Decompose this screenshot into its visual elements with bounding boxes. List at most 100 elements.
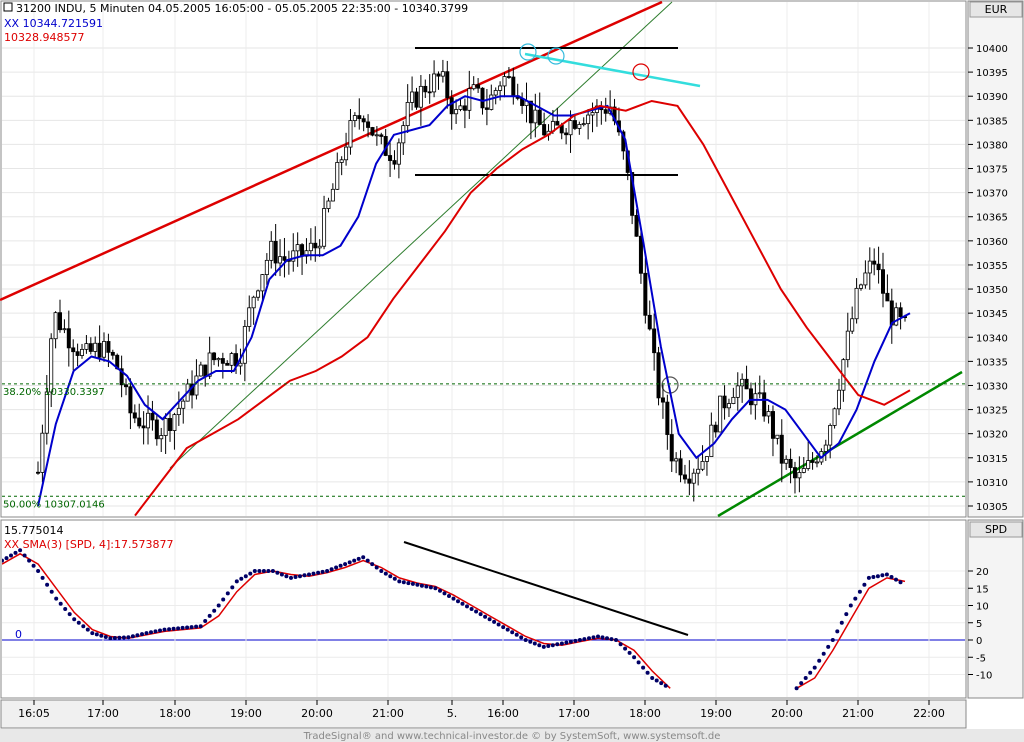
candle-body	[867, 260, 872, 274]
price-tick-label: 10360	[976, 237, 1008, 248]
candle-body	[44, 391, 49, 434]
candle-body	[832, 408, 837, 426]
candle-body	[361, 118, 366, 123]
indicator-dot	[352, 558, 357, 563]
indicator-dot	[632, 655, 637, 660]
indicator-dot	[158, 628, 162, 633]
indicator-dot	[591, 635, 596, 640]
indicator-dot	[866, 575, 871, 580]
indicator-dot	[614, 638, 618, 642]
indicator-dot	[447, 594, 451, 598]
price-tick-label: 10330	[976, 381, 1008, 392]
indicator-dot	[862, 582, 867, 587]
price-tick-label: 10385	[976, 116, 1008, 127]
indicator-dot	[311, 571, 316, 576]
candle-body	[476, 84, 481, 89]
candle-body	[797, 472, 802, 479]
time-axis-labels: 16:05 17:00 18:00 19:00 20:00 21:00 5. 16:00 17:…	[18, 700, 945, 720]
indicator-dot	[18, 548, 23, 553]
candle-body	[150, 412, 155, 421]
candle-body	[810, 460, 815, 463]
indicator-dot	[848, 603, 853, 608]
candle-body	[212, 352, 217, 361]
price-tick-label: 10365	[976, 213, 1008, 224]
indicator-dot	[325, 569, 330, 573]
candle-body	[198, 364, 203, 377]
indicator-dot	[623, 646, 628, 651]
indicator-tick-label: 5	[976, 619, 982, 630]
indicator-dot	[230, 585, 235, 590]
indicator-dot	[573, 638, 578, 643]
candle-body	[713, 424, 718, 433]
candle-body	[264, 259, 269, 275]
price-tick-label: 10390	[976, 92, 1008, 103]
indicator-dot	[406, 581, 411, 586]
indicator-tick-label: -10	[976, 671, 992, 682]
candle-body	[172, 414, 177, 431]
indicator-dot	[564, 640, 569, 645]
marker-circle-cyan-2	[547, 47, 565, 65]
candle-body	[555, 121, 560, 126]
candle-body	[238, 362, 243, 367]
indicator-dot	[817, 658, 822, 663]
indicator-dot	[456, 599, 460, 604]
candle-body	[401, 125, 406, 144]
candle-body	[269, 240, 274, 261]
candle-body	[220, 358, 225, 364]
indicator-dot	[135, 633, 140, 638]
candle-body	[568, 120, 573, 136]
candle-body	[392, 160, 397, 165]
candle-body	[630, 172, 635, 216]
indicator-dot	[550, 643, 555, 648]
candle-body	[137, 417, 142, 427]
indicator-dot	[559, 641, 564, 646]
indicator-dot	[546, 644, 551, 648]
indicator-dot	[298, 574, 302, 579]
candle-body	[128, 386, 133, 414]
indicator-tick-label: 15	[976, 584, 989, 595]
indicator-axis	[967, 519, 1024, 699]
indicator-dot	[794, 686, 799, 691]
spd-label: SPD	[985, 523, 1007, 536]
candle-body	[366, 121, 371, 128]
candle-body	[709, 424, 714, 457]
candle-body	[449, 97, 454, 115]
candle-body	[251, 296, 256, 309]
price-tick-label: 10305	[976, 502, 1008, 513]
candle-body	[828, 425, 833, 446]
candle-body	[207, 352, 212, 377]
indicator-dot	[645, 670, 650, 675]
candle-body	[330, 188, 335, 202]
candle-body	[141, 425, 146, 429]
indicator-dot	[438, 588, 442, 593]
rising-red-trendline	[0, 0, 663, 302]
candle-body	[858, 284, 863, 289]
candle-body	[489, 94, 494, 110]
candle-body	[458, 105, 463, 110]
indicator-dot	[167, 627, 172, 632]
candle-body	[58, 312, 63, 331]
indicator-dot	[460, 601, 465, 606]
candle-body	[885, 292, 890, 302]
candle-body	[735, 385, 740, 398]
marker-circle-cyan-1	[519, 43, 537, 61]
indicator-axis-labels: -10 -5 0 5 10 15 20	[968, 567, 992, 682]
candle-body	[577, 124, 582, 129]
candle-body	[784, 458, 789, 464]
candle-body	[291, 250, 296, 262]
candle-body	[168, 418, 173, 431]
indicator-dot	[94, 632, 99, 637]
header-box	[3, 2, 13, 12]
indicator-dot	[343, 562, 348, 567]
indicator-dot	[555, 642, 560, 647]
price-tick-label: 10335	[976, 357, 1008, 368]
candle-body	[322, 208, 327, 247]
candle-body	[586, 114, 591, 125]
price-tick-label: 10315	[976, 454, 1008, 465]
indicator-dot	[361, 555, 366, 560]
indicator-dot	[379, 569, 384, 573]
indicator-dot	[505, 627, 510, 632]
indicator-dot	[40, 575, 45, 580]
marker-circle-red	[632, 63, 650, 81]
indicator-dot	[140, 632, 144, 637]
